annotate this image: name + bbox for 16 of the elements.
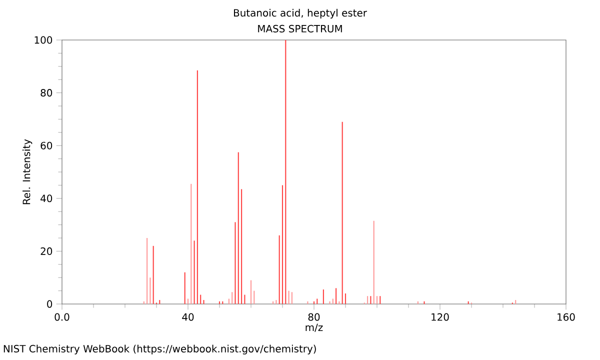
x-tick-label: 0.0 [54,313,70,321]
y-tick-label: 100 [34,36,52,44]
chart-title: Butanoic acid, heptyl ester [234,8,367,19]
y-tick-label: 60 [40,142,52,150]
y-tick-label: 0 [47,300,52,308]
text: NIST Chemistry WebBook (https://webbook.nist.gov/chemistry) [4,344,316,354]
chart-subtitle: MASS SPECTRUM [258,24,342,32]
x-tick-label: 160 [558,313,575,321]
y-tick-label: 80 [40,89,52,97]
x-tick-label: 120 [432,313,449,321]
x-tick-label: 80 [308,313,320,321]
y-axis-title: Rel. Intensity [22,139,32,204]
x-axis-title: m/z [306,324,323,332]
y-tick-label: 20 [40,247,52,255]
y-tick-label: 40 [40,194,52,202]
x-tick-label: 40 [182,313,194,321]
